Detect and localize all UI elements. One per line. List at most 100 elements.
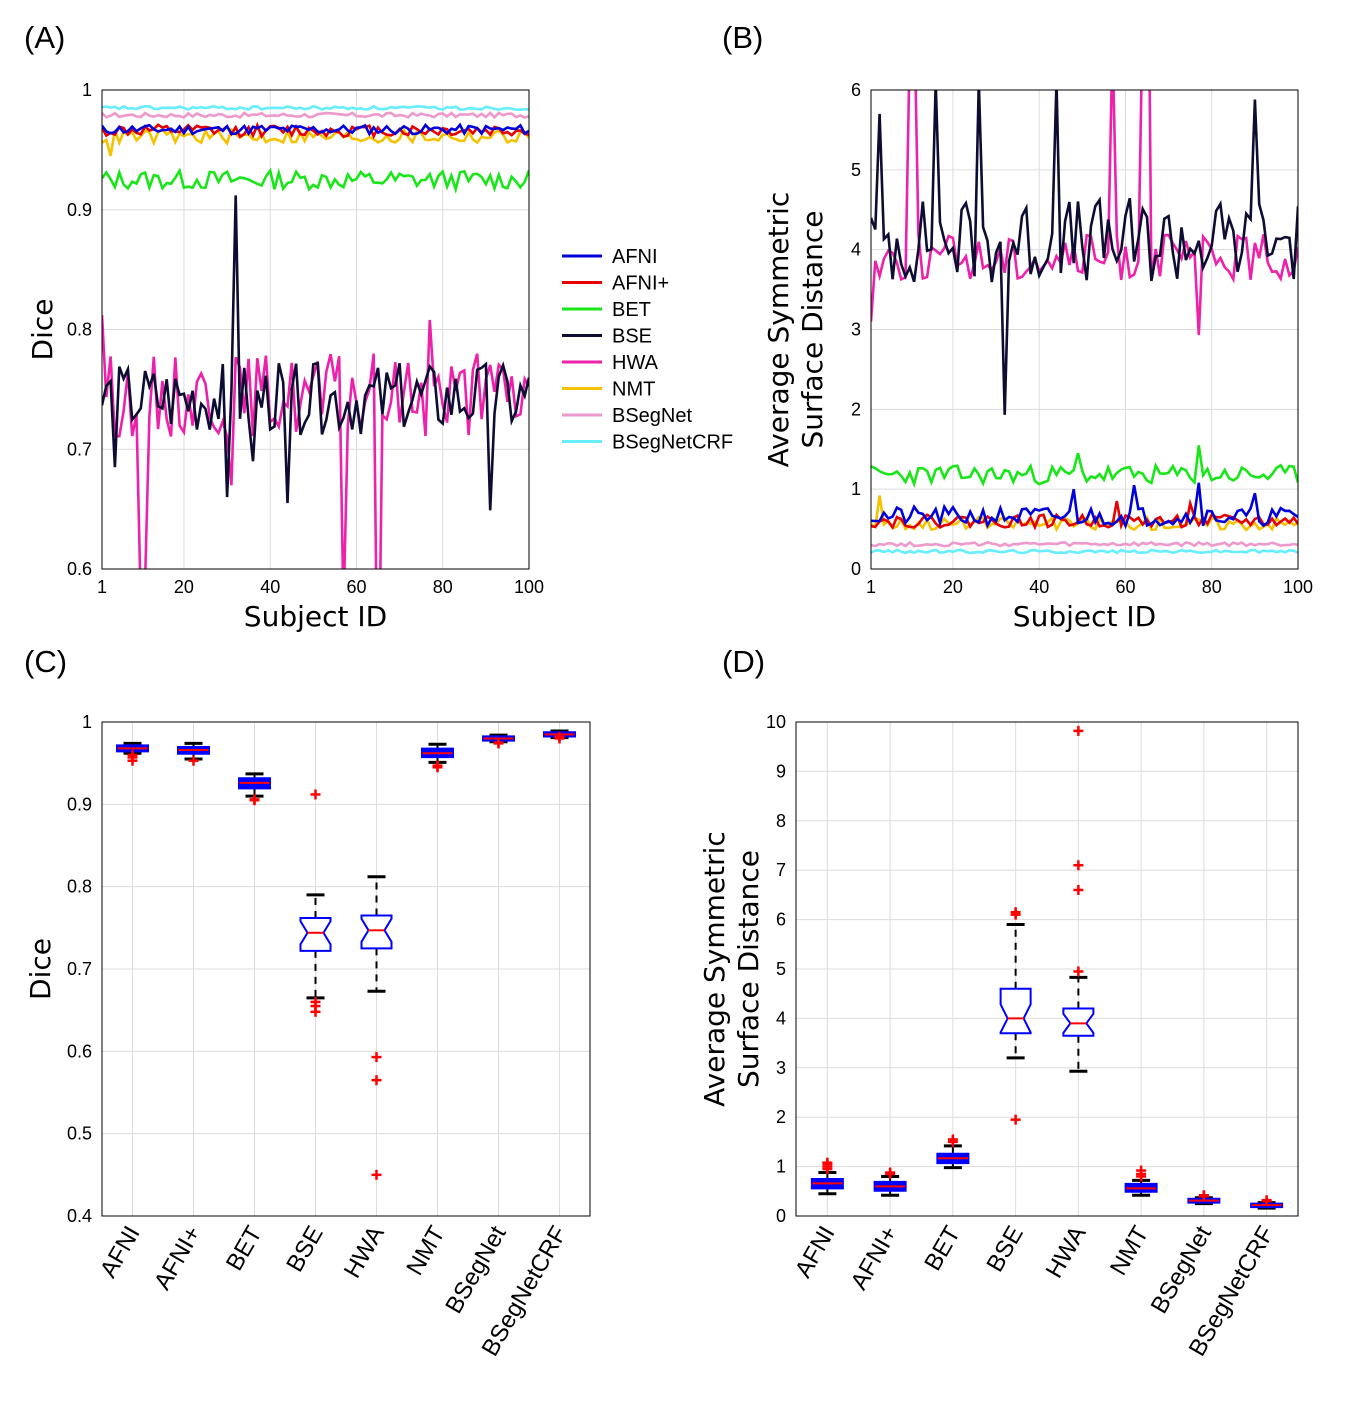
box-bet	[936, 1134, 970, 1170]
category-label: BSE	[981, 1222, 1028, 1277]
legend-entry: HWA	[612, 352, 659, 374]
series-line-nmt	[871, 495, 1298, 533]
category-label: AFNI+	[149, 1222, 207, 1295]
y-tick-label: 1	[82, 80, 92, 100]
category-label: BET	[919, 1221, 966, 1275]
category-label: AFNI+	[846, 1222, 904, 1295]
outlier-marker	[371, 1169, 382, 1180]
y-tick-label: 1	[82, 712, 92, 732]
outlier-marker	[885, 1169, 896, 1180]
y-tick-label: 0.9	[67, 794, 92, 814]
y-tick-label: 0.4	[67, 1206, 92, 1226]
box-afni	[116, 741, 149, 766]
x-tick-label: 20	[943, 577, 963, 597]
x-tick-label: 40	[1029, 577, 1049, 597]
y-tick-label: 2	[776, 1107, 786, 1127]
y-tick-label: 6	[851, 80, 861, 100]
legend-entry: AFNI	[612, 246, 658, 268]
outlier-marker	[249, 795, 260, 806]
plot-frame-D	[795, 721, 1299, 1217]
series-line-bsegnetcrf	[102, 104, 529, 112]
outlier-marker	[127, 749, 138, 760]
outlier-marker	[1261, 1195, 1272, 1206]
category-label: BET	[221, 1221, 268, 1275]
category-label: NMT	[401, 1221, 451, 1280]
legend-entry: BSE	[612, 326, 652, 348]
outlier-marker	[1073, 725, 1084, 736]
y-tick-label: 0.9	[67, 200, 92, 220]
x-axis-title: Subject ID	[244, 600, 387, 633]
series-line-bse	[102, 195, 529, 511]
series-line-bsegnet	[871, 540, 1298, 548]
legend-entry: BSegNet	[612, 405, 692, 427]
box-body	[360, 914, 393, 950]
panel-c-box-plot: 0.4 0.5 0.6 0.7 0.8 0.9 1 AFNI AFNI+ BET BSE HWA NMT…	[24, 712, 591, 1361]
y-axis-title-line: Surface Distance	[796, 211, 829, 449]
series-line-bse	[871, 90, 1298, 415]
y-tick-label: 7	[776, 860, 786, 880]
outlier-marker	[1136, 1165, 1147, 1176]
category-label: BSegNet	[1146, 1221, 1218, 1318]
box-bsegnetcrf	[543, 729, 576, 744]
panel-label-a: (A)	[24, 20, 65, 55]
box-afni-plus	[177, 741, 210, 766]
series-line-bet	[102, 167, 529, 195]
y-tick-label: 4	[851, 240, 861, 260]
box-hwa	[360, 875, 393, 1180]
x-tick-label: 80	[433, 577, 453, 597]
y-axis-title: Dice	[24, 938, 57, 1000]
series-line-bsegnet	[102, 110, 529, 120]
box-bsegnet	[1187, 1190, 1221, 1206]
plot-frame-A	[101, 89, 530, 570]
y-tick-label: 6	[776, 910, 786, 930]
series-line-hwa	[871, 90, 1298, 336]
box-afni-plus	[873, 1167, 907, 1197]
outlier-marker	[822, 1157, 833, 1168]
x-tick-label: 1	[866, 577, 876, 597]
x-tick-label: 1	[97, 577, 107, 597]
x-tick-label: 40	[260, 577, 280, 597]
legend-entry: BSegNetCRF	[612, 432, 733, 454]
y-axis-title-line: Average Symmetric	[698, 831, 731, 1107]
series-line-nmt	[102, 127, 529, 157]
series-line-afni	[871, 482, 1298, 530]
y-tick-label: 0	[776, 1206, 786, 1226]
outlier-marker	[1198, 1190, 1209, 1201]
y-tick-label: 4	[776, 1008, 786, 1028]
y-tick-label: 1	[851, 479, 861, 499]
y-tick-label: 5	[851, 160, 861, 180]
category-label: HWA	[339, 1222, 390, 1283]
series-line-bsegnetcrf	[871, 548, 1298, 555]
legend-entry: AFNI+	[612, 273, 669, 295]
y-tick-label: 1	[776, 1157, 786, 1177]
legend-entry: NMT	[612, 379, 655, 401]
y-axis-title-line: Average Symmetric	[762, 192, 795, 468]
y-tick-label: 0.8	[67, 320, 92, 340]
box-bse	[299, 789, 332, 1017]
panel-label-b: (B)	[722, 20, 763, 55]
box-body	[299, 916, 332, 952]
panel-label-d: (D)	[722, 644, 765, 679]
y-tick-label: 3	[776, 1058, 786, 1078]
plot-frame-C	[101, 721, 591, 1217]
x-tick-label: 60	[1115, 577, 1135, 597]
y-tick-label: 0.6	[67, 559, 92, 579]
box-nmt	[421, 742, 454, 773]
legend: AFNI AFNI+ BET BSE HWA NMT BSegNet BSegNetCRF	[562, 246, 733, 454]
outlier-marker	[188, 755, 199, 766]
panel-label-c: (C)	[24, 644, 67, 679]
box-afni	[810, 1157, 844, 1196]
y-tick-label: 0.5	[67, 1124, 92, 1144]
y-tick-label: 0.8	[67, 877, 92, 897]
box-nmt	[1124, 1165, 1158, 1197]
outlier-marker	[1073, 884, 1084, 895]
box-bet	[238, 772, 271, 806]
panel-a-line-chart: 0.6 0.7 0.8 0.9 1 1 20 40 60 80 100 Subject ID Dice	[26, 80, 544, 633]
x-tick-label: 100	[1283, 577, 1313, 597]
outlier-marker	[371, 1052, 382, 1063]
box-body	[1062, 1007, 1095, 1037]
panel-d-box-plot: 0 1 2 3 4 5 6 7 8 9 10 AFNI AFNI+ BET BSE HWA NMTBSegNet…	[698, 712, 1299, 1361]
box-bsegnet	[482, 733, 515, 749]
